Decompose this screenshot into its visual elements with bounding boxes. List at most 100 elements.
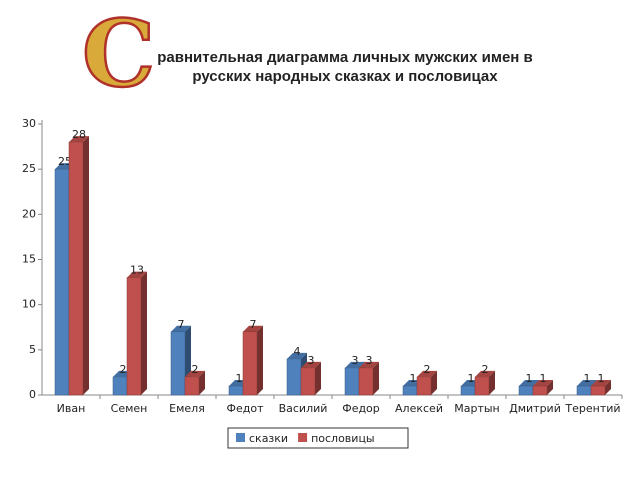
- y-tick-label: 15: [22, 253, 36, 266]
- bar-front: [590, 385, 606, 396]
- bar-front: [532, 385, 548, 396]
- bar-top: [243, 325, 263, 332]
- x-tick-label: Емеля: [169, 402, 205, 415]
- bar: [184, 370, 205, 396]
- legend-swatch: [236, 433, 245, 442]
- data-label: 25: [58, 155, 72, 168]
- bar-side: [257, 325, 263, 395]
- bar-side: [605, 379, 611, 395]
- bar: [68, 136, 89, 396]
- bar-side: [141, 271, 147, 395]
- data-label: 2: [120, 363, 127, 376]
- bar-front: [344, 367, 360, 396]
- legend: [227, 427, 409, 449]
- legend-label: пословицы: [311, 432, 375, 445]
- data-label: 4: [294, 345, 301, 358]
- legend-swatch: [298, 433, 308, 442]
- data-label: 7: [178, 318, 185, 331]
- bar-front: [518, 385, 534, 396]
- bar-top: [287, 352, 307, 359]
- legend-label: сказки: [249, 432, 288, 445]
- chart-title: равнительная диаграмма личных мужских им…: [157, 49, 533, 66]
- bar: [300, 361, 321, 396]
- data-label: 1: [468, 372, 475, 385]
- x-tick-label: Семен: [111, 402, 148, 415]
- data-label: 3: [352, 354, 359, 367]
- bar-front: [126, 277, 142, 396]
- x-tick-label: Иван: [57, 402, 86, 415]
- x-tick-label: Василий: [279, 402, 328, 415]
- y-tick-label: 20: [22, 207, 36, 220]
- y-tick-label: 25: [22, 162, 36, 175]
- data-label: 2: [424, 363, 431, 376]
- bar-side: [431, 370, 437, 395]
- data-label: 3: [308, 354, 315, 367]
- bar-top: [359, 361, 379, 368]
- bar-front: [474, 376, 490, 396]
- x-tick-label: Алексей: [395, 402, 443, 415]
- bar-side: [315, 361, 321, 395]
- data-label: 2: [482, 363, 489, 376]
- bar: [474, 370, 495, 396]
- data-label: 1: [598, 372, 605, 385]
- bar-top: [475, 370, 495, 377]
- y-tick-label: 30: [22, 117, 36, 130]
- data-label: 13: [130, 264, 144, 277]
- bar-top: [519, 379, 539, 386]
- bar-front: [460, 385, 476, 396]
- x-tick-label: Терентий: [564, 402, 620, 415]
- bar-top: [127, 271, 147, 278]
- data-label: 3: [366, 354, 373, 367]
- data-label: 1: [584, 372, 591, 385]
- y-tick-label: 0: [29, 388, 36, 401]
- bar-top: [301, 361, 321, 368]
- bar-side: [199, 370, 205, 395]
- bar-front: [286, 358, 302, 396]
- drop-cap: С: [82, 0, 155, 108]
- data-label: 2: [192, 363, 199, 376]
- bar-side: [489, 370, 495, 395]
- bar-side: [547, 379, 553, 395]
- x-tick-label: Федор: [342, 402, 380, 415]
- bar-front: [170, 331, 186, 396]
- data-label: 1: [526, 372, 533, 385]
- bar-top: [577, 379, 597, 386]
- bar-front: [416, 376, 432, 396]
- bar-front: [54, 168, 70, 396]
- x-tick-label: Федот: [227, 402, 265, 415]
- bar-front: [358, 367, 374, 396]
- bar: [358, 361, 379, 396]
- data-label: 1: [410, 372, 417, 385]
- bar-top: [417, 370, 437, 377]
- bar-front: [242, 331, 258, 396]
- bar: [532, 379, 553, 396]
- data-label: 1: [540, 372, 547, 385]
- bar: [170, 325, 191, 396]
- x-tick-label: Мартын: [454, 402, 500, 415]
- x-tick-label: Дмитрий: [509, 402, 561, 415]
- bar-front: [112, 376, 128, 396]
- y-tick-label: 5: [29, 343, 36, 356]
- bar-top: [533, 379, 553, 386]
- bar-top: [69, 136, 89, 143]
- bar-front: [576, 385, 592, 396]
- bar-side: [83, 136, 89, 396]
- bar-side: [373, 361, 379, 395]
- bar-top: [591, 379, 611, 386]
- data-label: 28: [72, 128, 86, 141]
- bar-top: [345, 361, 365, 368]
- bar: [590, 379, 611, 396]
- bar-front: [68, 141, 84, 396]
- data-label: 1: [236, 372, 243, 385]
- bar: [126, 271, 147, 396]
- bar-top: [171, 325, 191, 332]
- chart-title: русских народных сказках и пословицах: [192, 68, 498, 85]
- bar-top: [185, 370, 205, 377]
- bar-front: [402, 385, 418, 396]
- bar-front: [184, 376, 200, 396]
- bar: [242, 325, 263, 396]
- bar-front: [300, 367, 316, 396]
- bar: [416, 370, 437, 396]
